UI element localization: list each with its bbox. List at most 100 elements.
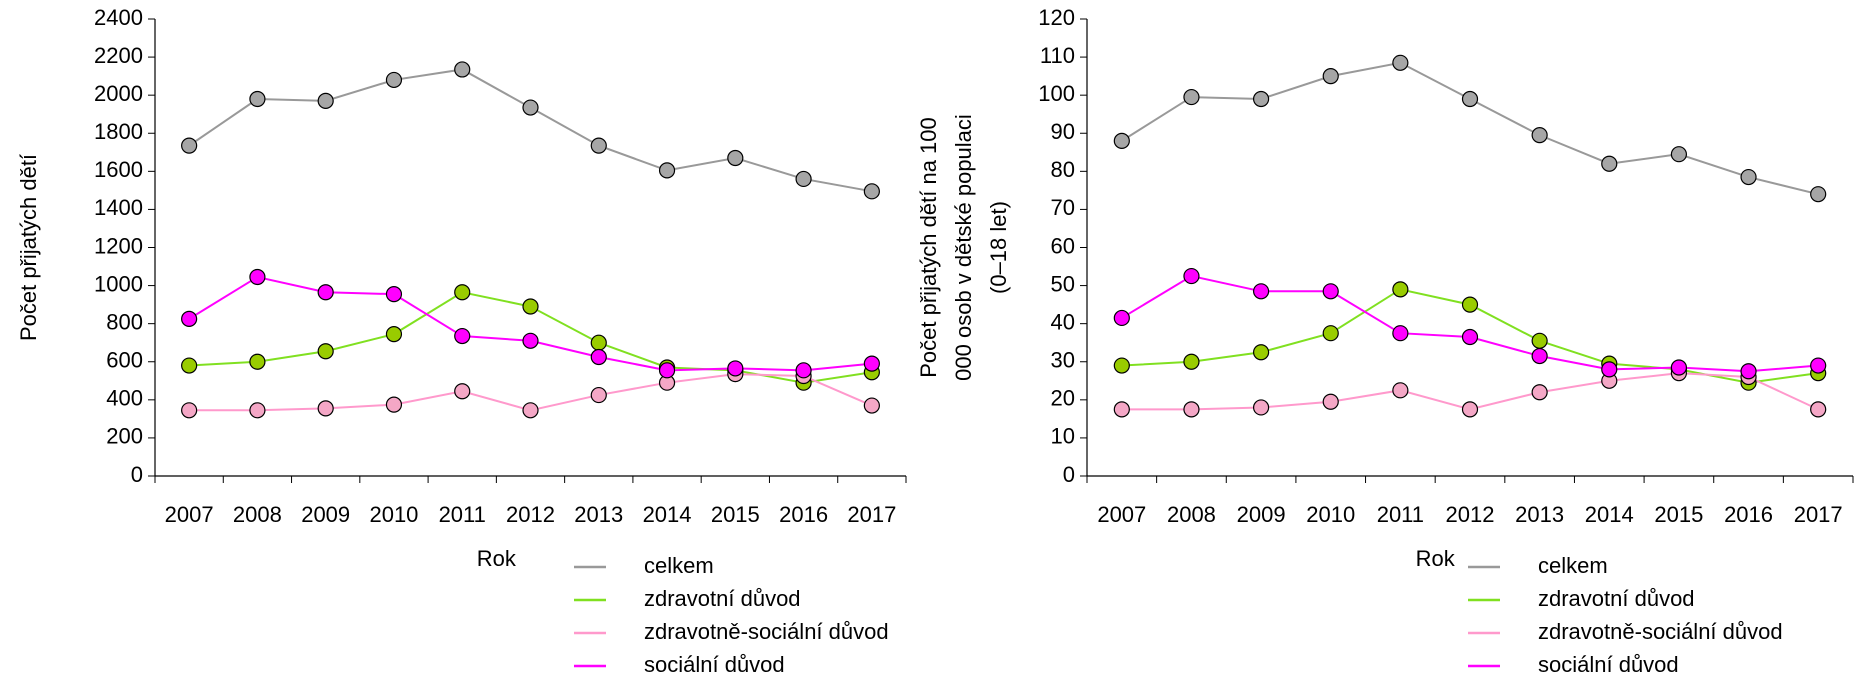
legend-label: celkem: [1538, 553, 1608, 578]
data-point: [454, 383, 471, 400]
legend-label: zdravotně-sociální důvod: [644, 619, 889, 644]
data-point: [1183, 88, 1200, 106]
x-axis-label: Rok: [477, 546, 517, 571]
x-tick-label: 2007: [1097, 502, 1146, 527]
y-tick-label: 110: [1040, 43, 1075, 68]
series-line: [1121, 61, 1819, 196]
data-point: [1322, 68, 1339, 85]
y-tick-label: 800: [106, 309, 143, 334]
data-point: [1252, 90, 1270, 108]
data-point: [1601, 361, 1618, 378]
x-axis-label: Rok: [1416, 546, 1456, 571]
data-point: [385, 396, 403, 413]
data-point: [522, 99, 539, 116]
data-point: [317, 343, 334, 360]
data-point: [317, 92, 334, 109]
data-point: [1322, 325, 1339, 342]
x-tick-label: 2016: [1724, 502, 1773, 527]
data-point: [795, 362, 812, 379]
data-point: [658, 362, 676, 379]
data-point: [249, 402, 266, 419]
y-tick-label: 40: [1051, 309, 1075, 334]
data-point: [1113, 401, 1130, 418]
data-point: [181, 310, 198, 328]
x-tick-label: 2008: [233, 502, 282, 527]
data-point: [454, 284, 471, 301]
y-tick-label: 200: [106, 424, 143, 449]
data-point: [1670, 359, 1688, 376]
data-point: [795, 170, 812, 188]
data-point: [1740, 363, 1757, 380]
y-tick-label: 600: [106, 348, 143, 373]
x-tick-label: 2016: [779, 502, 828, 527]
data-point: [590, 386, 607, 404]
y-tick-label: 50: [1051, 271, 1075, 296]
x-tick-label: 2013: [1515, 502, 1564, 527]
data-point: [1252, 344, 1270, 361]
x-tick-label: 2009: [301, 502, 350, 527]
data-point: [1461, 296, 1479, 313]
data-point: [1392, 54, 1409, 71]
data-point: [1531, 347, 1548, 365]
data-point: [1461, 90, 1479, 108]
data-point: [863, 397, 880, 414]
y-tick-label: 2000: [94, 81, 143, 106]
legend-label: zdravotní důvod: [1538, 586, 1695, 611]
data-point: [522, 298, 539, 315]
data-point: [1531, 384, 1548, 401]
x-tick-label: 2012: [506, 502, 555, 527]
data-point: [1740, 168, 1757, 186]
data-point: [658, 162, 676, 179]
data-point: [1113, 357, 1130, 374]
data-point: [317, 284, 334, 301]
y-tick-label: 1600: [94, 157, 143, 182]
y-axis-label: (0–18 let): [986, 201, 1011, 294]
data-point: [1113, 309, 1130, 327]
legend-label: celkem: [644, 553, 714, 578]
data-point: [1252, 283, 1270, 300]
x-tick-label: 2015: [711, 502, 760, 527]
data-point: [454, 327, 471, 345]
y-tick-label: 1800: [94, 119, 143, 144]
x-tick-label: 2010: [1306, 502, 1355, 527]
data-point: [1531, 332, 1548, 349]
y-tick-label: 400: [106, 386, 143, 411]
data-point: [1183, 353, 1200, 370]
data-point: [1810, 186, 1827, 203]
y-tick-label: 30: [1051, 348, 1075, 373]
y-tick-label: 0: [131, 462, 143, 487]
data-point: [181, 402, 198, 419]
data-point: [590, 137, 607, 154]
legend-label: zdravotní důvod: [644, 586, 801, 611]
x-tick-label: 2015: [1654, 502, 1703, 527]
data-point: [249, 90, 266, 108]
data-point: [1183, 401, 1200, 418]
y-axis-label: 000 osob v dětské populaci: [951, 114, 976, 381]
x-tick-label: 2017: [847, 502, 896, 527]
data-point: [522, 332, 539, 349]
x-tick-label: 2011: [439, 502, 486, 527]
data-point: [385, 326, 403, 343]
y-tick-label: 1000: [94, 271, 143, 296]
y-tick-label: 10: [1051, 424, 1075, 449]
y-tick-label: 1200: [94, 233, 143, 258]
data-point: [385, 286, 403, 303]
y-tick-label: 70: [1051, 195, 1075, 220]
x-tick-label: 2008: [1167, 502, 1216, 527]
x-tick-label: 2014: [1585, 502, 1634, 527]
x-tick-label: 2009: [1237, 502, 1286, 527]
data-point: [863, 355, 880, 372]
data-point: [727, 360, 744, 377]
y-tick-label: 80: [1051, 157, 1075, 182]
x-tick-label: 2010: [369, 502, 418, 527]
y-tick-label: 0: [1063, 462, 1075, 487]
y-tick-label: 120: [1038, 5, 1075, 30]
data-point: [1601, 155, 1618, 172]
legend-label: zdravotně-sociální důvod: [1538, 619, 1783, 644]
data-point: [181, 357, 198, 374]
x-tick-label: 2007: [165, 502, 214, 527]
data-point: [522, 402, 539, 419]
data-point: [863, 183, 880, 200]
y-tick-label: 60: [1051, 233, 1075, 258]
